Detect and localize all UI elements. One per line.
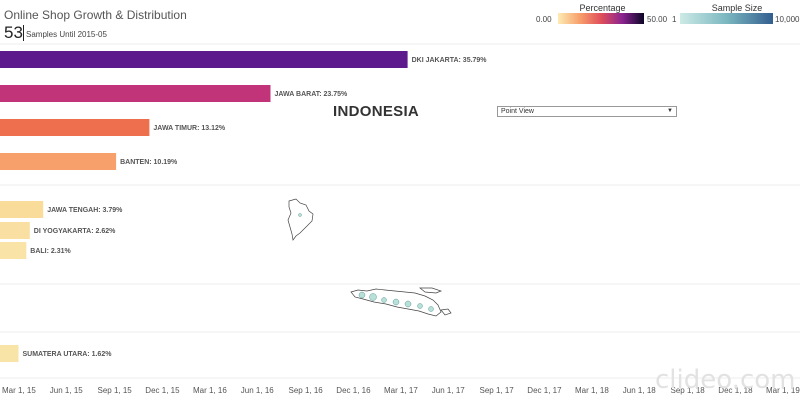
time-tick-label: Jun 1, 16 <box>241 386 274 395</box>
bali-outline <box>440 308 452 316</box>
time-tick-label: Dec 1, 18 <box>718 386 753 395</box>
percentage-legend-max: 50.00 <box>647 15 668 24</box>
time-tick-label: Sep 1, 16 <box>289 386 324 395</box>
bar[interactable] <box>0 119 150 136</box>
sample-size-legend-title: Sample Size <box>711 3 763 13</box>
bar[interactable] <box>0 201 44 218</box>
map-point <box>358 291 366 299</box>
map-title: INDONESIA <box>333 103 420 120</box>
time-tick-label: Dec 1, 15 <box>145 386 180 395</box>
bar[interactable] <box>0 222 30 239</box>
map-point <box>392 298 400 306</box>
percentage-legend-title: Percentage <box>579 3 626 13</box>
page-subtitle: Samples Until 2015-05 <box>26 30 107 39</box>
sample-size-legend-min: 1 <box>672 15 677 24</box>
bars: DKI JAKARTA: 35.79% JAWA BARAT: 23.75% JAW… <box>0 51 487 362</box>
bar-label: SUMATERA UTARA: 1.62% <box>23 351 113 358</box>
time-tick-label: Jun 1, 15 <box>50 386 83 395</box>
time-tick-label: Sep 1, 15 <box>98 386 133 395</box>
sample-size-legend-max: 10,000 <box>775 15 800 24</box>
map-point <box>417 303 423 309</box>
map-point <box>298 213 302 217</box>
map-point <box>369 293 377 301</box>
time-tick-label: Sep 1, 17 <box>480 386 515 395</box>
gridlines <box>0 43 800 379</box>
percentage-legend-min: 0.00 <box>536 15 552 24</box>
map-point <box>404 300 412 308</box>
bar[interactable] <box>0 51 408 68</box>
bar-label: BALI: 2.31% <box>30 248 71 255</box>
map-point <box>381 297 387 303</box>
sample-size-legend-bar <box>680 13 773 24</box>
time-tick-label: Jun 1, 18 <box>623 386 656 395</box>
time-tick-label: Mar 1, 19 <box>766 386 800 395</box>
madura-outline <box>419 287 443 294</box>
time-tick-label: Dec 1, 17 <box>527 386 562 395</box>
time-tick-label: Jun 1, 17 <box>432 386 465 395</box>
watermark: clideo.com <box>655 365 796 395</box>
bar[interactable] <box>0 242 27 259</box>
java-outline <box>350 288 442 317</box>
count-divider <box>23 25 24 41</box>
map-points <box>298 213 434 312</box>
kalimantan-outline <box>287 198 314 241</box>
time-tick-label: Mar 1, 18 <box>575 386 609 395</box>
sample-count: 53 <box>4 23 23 42</box>
percentage-legend-bar <box>558 13 644 24</box>
bar-label: BANTEN: 10.19% <box>120 159 178 166</box>
time-tick-label: Dec 1, 16 <box>336 386 371 395</box>
bar-label: JAWA BARAT: 23.75% <box>275 91 349 98</box>
time-axis: Mar 1, 15 Jun 1, 15 Sep 1, 15 Dec 1, 15 Mar … <box>2 386 800 395</box>
bar-label: JAWA TIMUR: 13.12% <box>153 125 225 132</box>
chevron-down-icon: ▼ <box>667 108 673 114</box>
page-title: Online Shop Growth & Distribution <box>4 8 187 22</box>
time-tick-label: Sep 1, 18 <box>671 386 706 395</box>
bar[interactable] <box>0 345 19 362</box>
bar-label: DI YOGYAKARTA: 2.62% <box>34 228 116 235</box>
time-tick-label: Mar 1, 15 <box>2 386 36 395</box>
bar-label: JAWA TENGAH: 3.79% <box>47 207 123 214</box>
time-tick-label: Mar 1, 16 <box>193 386 227 395</box>
bar[interactable] <box>0 153 117 170</box>
map-point <box>428 306 434 312</box>
view-select[interactable]: Point View ▼ <box>497 106 677 117</box>
map-outline <box>287 198 452 317</box>
view-select-value: Point View <box>501 108 534 115</box>
time-tick-label: Mar 1, 17 <box>384 386 418 395</box>
bar-label: DKI JAKARTA: 35.79% <box>412 57 488 64</box>
bar[interactable] <box>0 85 271 102</box>
